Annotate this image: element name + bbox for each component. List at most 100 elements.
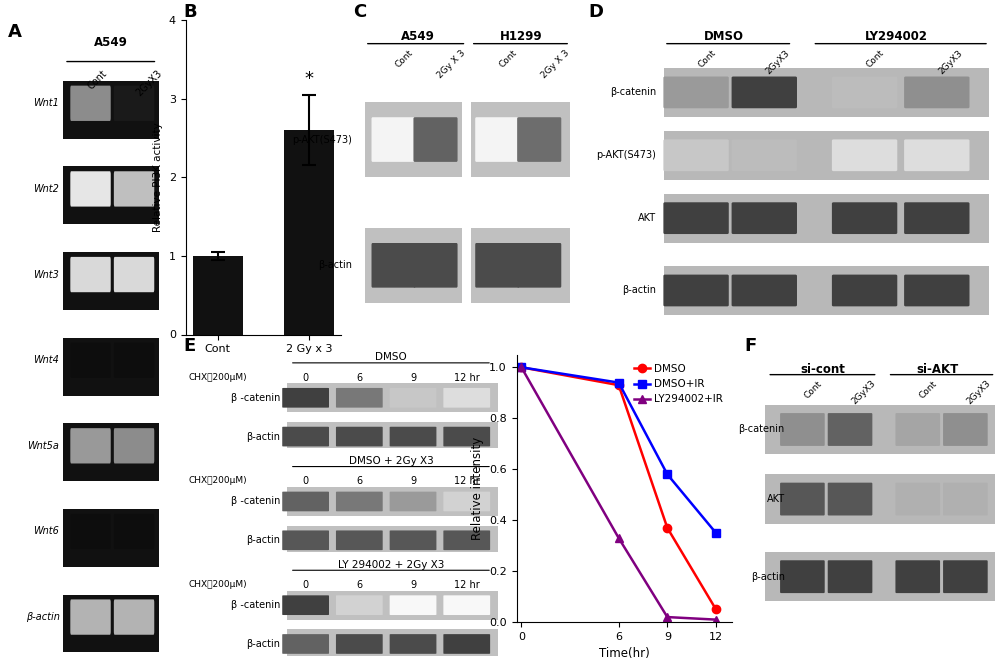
Text: 6: 6 (356, 476, 362, 486)
Text: 2Gy X 3: 2Gy X 3 (435, 48, 467, 80)
FancyBboxPatch shape (389, 531, 436, 550)
FancyBboxPatch shape (70, 428, 110, 464)
FancyBboxPatch shape (282, 388, 329, 407)
FancyBboxPatch shape (114, 171, 154, 207)
Bar (287, 630, 498, 658)
Text: Wnt6: Wnt6 (33, 527, 59, 537)
Text: CHX（200μM): CHX（200μM) (188, 476, 247, 485)
Bar (62, 167, 158, 224)
Text: D: D (588, 3, 603, 21)
DMSO (515, 363, 527, 371)
LY294002+IR (515, 363, 527, 371)
FancyBboxPatch shape (413, 117, 457, 162)
Text: *: * (304, 70, 313, 88)
FancyBboxPatch shape (114, 257, 154, 292)
Text: Cont: Cont (497, 48, 518, 70)
FancyBboxPatch shape (70, 514, 110, 549)
Text: β-catenin: β-catenin (609, 88, 655, 98)
Text: Cont: Cont (695, 48, 716, 70)
Text: 0: 0 (303, 580, 309, 590)
Text: 2GyX3: 2GyX3 (764, 48, 791, 76)
DMSO (612, 381, 624, 389)
FancyBboxPatch shape (114, 428, 154, 464)
Text: β -catenin: β -catenin (230, 393, 280, 403)
Text: A549: A549 (94, 36, 127, 49)
Text: A549: A549 (401, 29, 434, 43)
FancyBboxPatch shape (389, 492, 436, 511)
Text: 0: 0 (303, 373, 309, 383)
FancyBboxPatch shape (114, 343, 154, 378)
Text: C: C (353, 3, 366, 21)
FancyBboxPatch shape (831, 139, 897, 171)
FancyBboxPatch shape (517, 117, 561, 162)
Line: DMSO+IR: DMSO+IR (517, 363, 719, 537)
Text: Wnt4: Wnt4 (33, 355, 59, 365)
FancyBboxPatch shape (895, 413, 939, 446)
LY294002+IR (709, 615, 721, 624)
FancyBboxPatch shape (831, 76, 897, 108)
Text: F: F (743, 337, 756, 355)
Text: 12 hr: 12 hr (454, 476, 479, 486)
Bar (663, 68, 988, 117)
FancyBboxPatch shape (371, 117, 415, 162)
Bar (192, 256, 242, 334)
Text: 9: 9 (410, 476, 416, 486)
Bar (287, 383, 498, 412)
Text: DMSO: DMSO (703, 29, 743, 43)
Bar (663, 131, 988, 180)
Text: H1299: H1299 (500, 29, 542, 43)
Text: β-actin: β-actin (246, 432, 280, 442)
DMSO+IR (709, 529, 721, 537)
Text: DMSO: DMSO (375, 352, 407, 362)
Text: 6: 6 (356, 373, 362, 383)
FancyBboxPatch shape (895, 560, 939, 593)
FancyBboxPatch shape (831, 202, 897, 234)
Text: 2Gy X 3: 2Gy X 3 (539, 48, 570, 80)
Bar (663, 266, 988, 315)
Bar (62, 423, 158, 481)
Text: Cont: Cont (864, 48, 885, 70)
FancyBboxPatch shape (730, 202, 797, 234)
DMSO+IR (612, 379, 624, 387)
Text: β-actin: β-actin (246, 535, 280, 545)
FancyBboxPatch shape (831, 274, 897, 306)
FancyBboxPatch shape (282, 427, 329, 446)
Text: AKT: AKT (637, 213, 655, 223)
FancyBboxPatch shape (827, 482, 872, 516)
Text: p-AKT(S473): p-AKT(S473) (595, 151, 655, 161)
Text: E: E (183, 337, 195, 355)
Text: 2GyX3: 2GyX3 (850, 379, 877, 406)
Text: si-cont: si-cont (800, 363, 844, 375)
FancyBboxPatch shape (336, 634, 383, 654)
Text: B: B (183, 3, 197, 21)
Bar (365, 227, 462, 303)
Bar (765, 474, 994, 524)
FancyBboxPatch shape (282, 531, 329, 550)
Text: Cont: Cont (917, 379, 938, 400)
Text: Cont: Cont (802, 379, 823, 400)
Line: LY294002+IR: LY294002+IR (517, 363, 719, 624)
FancyBboxPatch shape (114, 86, 154, 121)
FancyBboxPatch shape (662, 202, 728, 234)
FancyBboxPatch shape (903, 139, 969, 171)
FancyBboxPatch shape (389, 388, 436, 407)
Text: AKT: AKT (766, 494, 784, 504)
FancyBboxPatch shape (475, 243, 519, 288)
Bar (287, 422, 498, 451)
FancyBboxPatch shape (389, 595, 436, 615)
Y-axis label: Relative intensity: Relative intensity (470, 437, 483, 540)
FancyBboxPatch shape (730, 274, 797, 306)
Text: 12 hr: 12 hr (454, 373, 479, 383)
FancyBboxPatch shape (942, 560, 987, 593)
Text: β-actin: β-actin (246, 639, 280, 649)
Text: β -catenin: β -catenin (230, 496, 280, 506)
FancyBboxPatch shape (443, 531, 490, 550)
FancyBboxPatch shape (903, 76, 969, 108)
FancyBboxPatch shape (517, 243, 561, 288)
FancyBboxPatch shape (70, 257, 110, 292)
FancyBboxPatch shape (282, 634, 329, 654)
DMSO (709, 605, 721, 613)
Text: β-actin: β-actin (25, 612, 59, 622)
FancyBboxPatch shape (903, 274, 969, 306)
Text: Wnt2: Wnt2 (33, 184, 59, 194)
